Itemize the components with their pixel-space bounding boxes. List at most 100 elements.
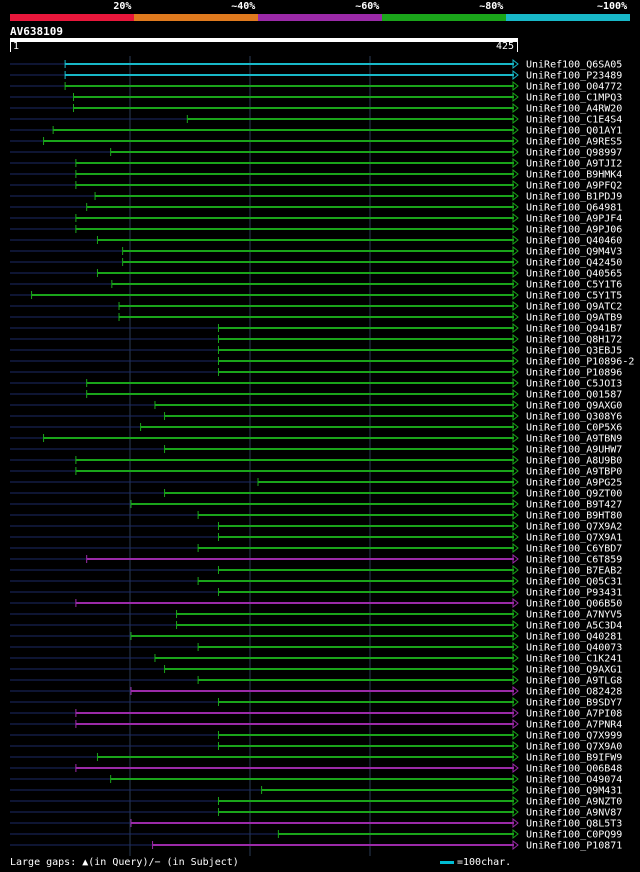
gaps-legend: Large gaps: ▲(in Query)/− (in Subject)	[10, 857, 239, 868]
hit-label[interactable]: UniRef100_Q40073	[526, 643, 622, 654]
hit-label[interactable]: UniRef100_A8U9B0	[526, 456, 622, 467]
hit-label[interactable]: UniRef100_Q7X9A2	[526, 522, 622, 533]
hit-label[interactable]: UniRef100_Q9ATC2	[526, 302, 622, 313]
hit-label[interactable]: UniRef100_B9HT80	[526, 511, 622, 522]
hit-label[interactable]: UniRef100_Q9AXG1	[526, 665, 622, 676]
hit-label[interactable]: UniRef100_Q01AY1	[526, 126, 622, 137]
hit-end-arrow	[512, 663, 519, 675]
hit-label[interactable]: UniRef100_B9SDY7	[526, 698, 622, 709]
ruler-start-label: 1	[13, 41, 20, 52]
footer: Large gaps: ▲(in Query)/− (in Subject) =…	[10, 857, 630, 871]
hit-label[interactable]: UniRef100_Q06B50	[526, 599, 622, 610]
hit-label[interactable]: UniRef100_Q9ZT00	[526, 489, 622, 500]
hit-label[interactable]: UniRef100_P23489	[526, 71, 622, 82]
identity-legend-bar	[10, 14, 630, 21]
hit-label[interactable]: UniRef100_Q9AXG0	[526, 401, 622, 412]
hit-label[interactable]: UniRef100_Q42450	[526, 258, 622, 269]
legend-segment	[258, 14, 382, 21]
hit-label[interactable]: UniRef100_Q01587	[526, 390, 622, 401]
hit-label[interactable]: UniRef100_C5Y1T6	[526, 280, 622, 291]
hit-end-arrow	[512, 454, 519, 466]
hit-label[interactable]: UniRef100_C0P5X6	[526, 423, 622, 434]
hit-end-arrow	[512, 531, 519, 543]
hit-label[interactable]: UniRef100_A9TJI2	[526, 159, 622, 170]
hit-label[interactable]: UniRef100_C5JOI3	[526, 379, 622, 390]
hit-label[interactable]: UniRef100_A7PNR4	[526, 720, 622, 731]
scale-legend: =100char.	[440, 857, 511, 868]
hit-label[interactable]: UniRef100_C6YBD7	[526, 544, 622, 555]
hit-label[interactable]: UniRef100_Q9ATB9	[526, 313, 622, 324]
hit-end-arrow	[512, 322, 519, 334]
hit-label[interactable]: UniRef100_A7NYV5	[526, 610, 622, 621]
hit-label[interactable]: UniRef100_Q05C31	[526, 577, 622, 588]
hit-label[interactable]: UniRef100_A9RES5	[526, 137, 622, 148]
hit-label[interactable]: UniRef100_A9UHW7	[526, 445, 622, 456]
hit-label[interactable]: UniRef100_Q7X9A0	[526, 742, 622, 753]
hit-label[interactable]: UniRef100_A7PI08	[526, 709, 622, 720]
hit-label[interactable]: UniRef100_Q7X999	[526, 731, 622, 742]
query-ruler: 1 425	[10, 38, 518, 52]
hit-end-arrow	[512, 443, 519, 455]
hit-label[interactable]: UniRef100_Q8L5T3	[526, 819, 622, 830]
hit-label[interactable]: UniRef100_A9PG25	[526, 478, 622, 489]
hit-label[interactable]: UniRef100_A5C3D4	[526, 621, 622, 632]
scale-text: =100char.	[457, 857, 512, 868]
hit-label[interactable]: UniRef100_Q8H172	[526, 335, 622, 346]
hit-label[interactable]: UniRef100_B7EAB2	[526, 566, 622, 577]
hit-label[interactable]: UniRef100_B9HMK4	[526, 170, 622, 181]
hit-label[interactable]: UniRef100_Q6SA05	[526, 60, 622, 71]
legend-segment	[10, 14, 134, 21]
hit-label[interactable]: UniRef100_A4RW20	[526, 104, 622, 115]
hit-label[interactable]: UniRef100_C0PQ99	[526, 830, 622, 841]
hit-end-arrow	[512, 487, 519, 499]
hit-end-arrow	[512, 630, 519, 642]
hit-label[interactable]: UniRef100_Q9M431	[526, 786, 622, 797]
hit-label[interactable]: UniRef100_Q40281	[526, 632, 622, 643]
ruler-end-tick	[517, 42, 518, 52]
hit-label[interactable]: UniRef100_A9TBN9	[526, 434, 622, 445]
hit-label[interactable]: UniRef100_A9PJ06	[526, 225, 622, 236]
hit-label[interactable]: UniRef100_Q941B7	[526, 324, 622, 335]
hit-label[interactable]: UniRef100_B1PDJ9	[526, 192, 622, 203]
hit-label[interactable]: UniRef100_A9TBP0	[526, 467, 622, 478]
hit-label[interactable]: UniRef100_P10896	[526, 368, 622, 379]
hit-label[interactable]: UniRef100_Q40460	[526, 236, 622, 247]
hit-label[interactable]: UniRef100_A9PFQ2	[526, 181, 622, 192]
hit-label[interactable]: UniRef100_P93431	[526, 588, 622, 599]
hit-label[interactable]: UniRef100_P10871	[526, 841, 622, 852]
legend-label: ~100%	[597, 1, 628, 12]
hit-label[interactable]: UniRef100_P10896-2	[526, 357, 634, 368]
hit-end-arrow	[512, 179, 519, 191]
hit-label[interactable]: UniRef100_Q3EBJ5	[526, 346, 622, 357]
hit-label[interactable]: UniRef100_C1K241	[526, 654, 622, 665]
hit-label[interactable]: UniRef100_Q64981	[526, 203, 622, 214]
hit-end-arrow	[512, 509, 519, 521]
hit-label[interactable]: UniRef100_Q7X9A1	[526, 533, 622, 544]
hit-label[interactable]: UniRef100_C5Y1T5	[526, 291, 622, 302]
hit-end-arrow	[512, 278, 519, 290]
hit-end-arrow	[512, 289, 519, 301]
hit-label[interactable]: UniRef100_A9PJF4	[526, 214, 622, 225]
hit-end-arrow	[512, 69, 519, 81]
hit-end-arrow	[512, 355, 519, 367]
hit-end-arrow	[512, 223, 519, 235]
hit-label[interactable]: UniRef100_C1E4S4	[526, 115, 622, 126]
hit-label[interactable]: UniRef100_B9IFW9	[526, 753, 622, 764]
hit-label[interactable]: UniRef100_A9TLG8	[526, 676, 622, 687]
hit-end-arrow	[512, 795, 519, 807]
hit-label[interactable]: UniRef100_Q308Y6	[526, 412, 622, 423]
hit-label[interactable]: UniRef100_Q06B48	[526, 764, 622, 775]
hit-end-arrow	[512, 410, 519, 422]
hit-label[interactable]: UniRef100_Q98997	[526, 148, 622, 159]
hit-label[interactable]: UniRef100_Q40565	[526, 269, 622, 280]
hit-label[interactable]: UniRef100_A9NZT0	[526, 797, 622, 808]
hit-label[interactable]: UniRef100_A9NV87	[526, 808, 622, 819]
hit-label[interactable]: UniRef100_C1MPQ3	[526, 93, 622, 104]
hit-label[interactable]: UniRef100_O49074	[526, 775, 622, 786]
hit-label[interactable]: UniRef100_B9T427	[526, 500, 622, 511]
hit-label[interactable]: UniRef100_Q9M4V3	[526, 247, 622, 258]
hit-end-arrow	[512, 91, 519, 103]
hit-label[interactable]: UniRef100_O04772	[526, 82, 622, 93]
hit-label[interactable]: UniRef100_C6T859	[526, 555, 622, 566]
hit-label[interactable]: UniRef100_O82428	[526, 687, 622, 698]
